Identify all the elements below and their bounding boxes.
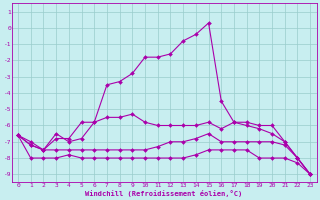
X-axis label: Windchill (Refroidissement éolien,°C): Windchill (Refroidissement éolien,°C) <box>85 190 243 197</box>
